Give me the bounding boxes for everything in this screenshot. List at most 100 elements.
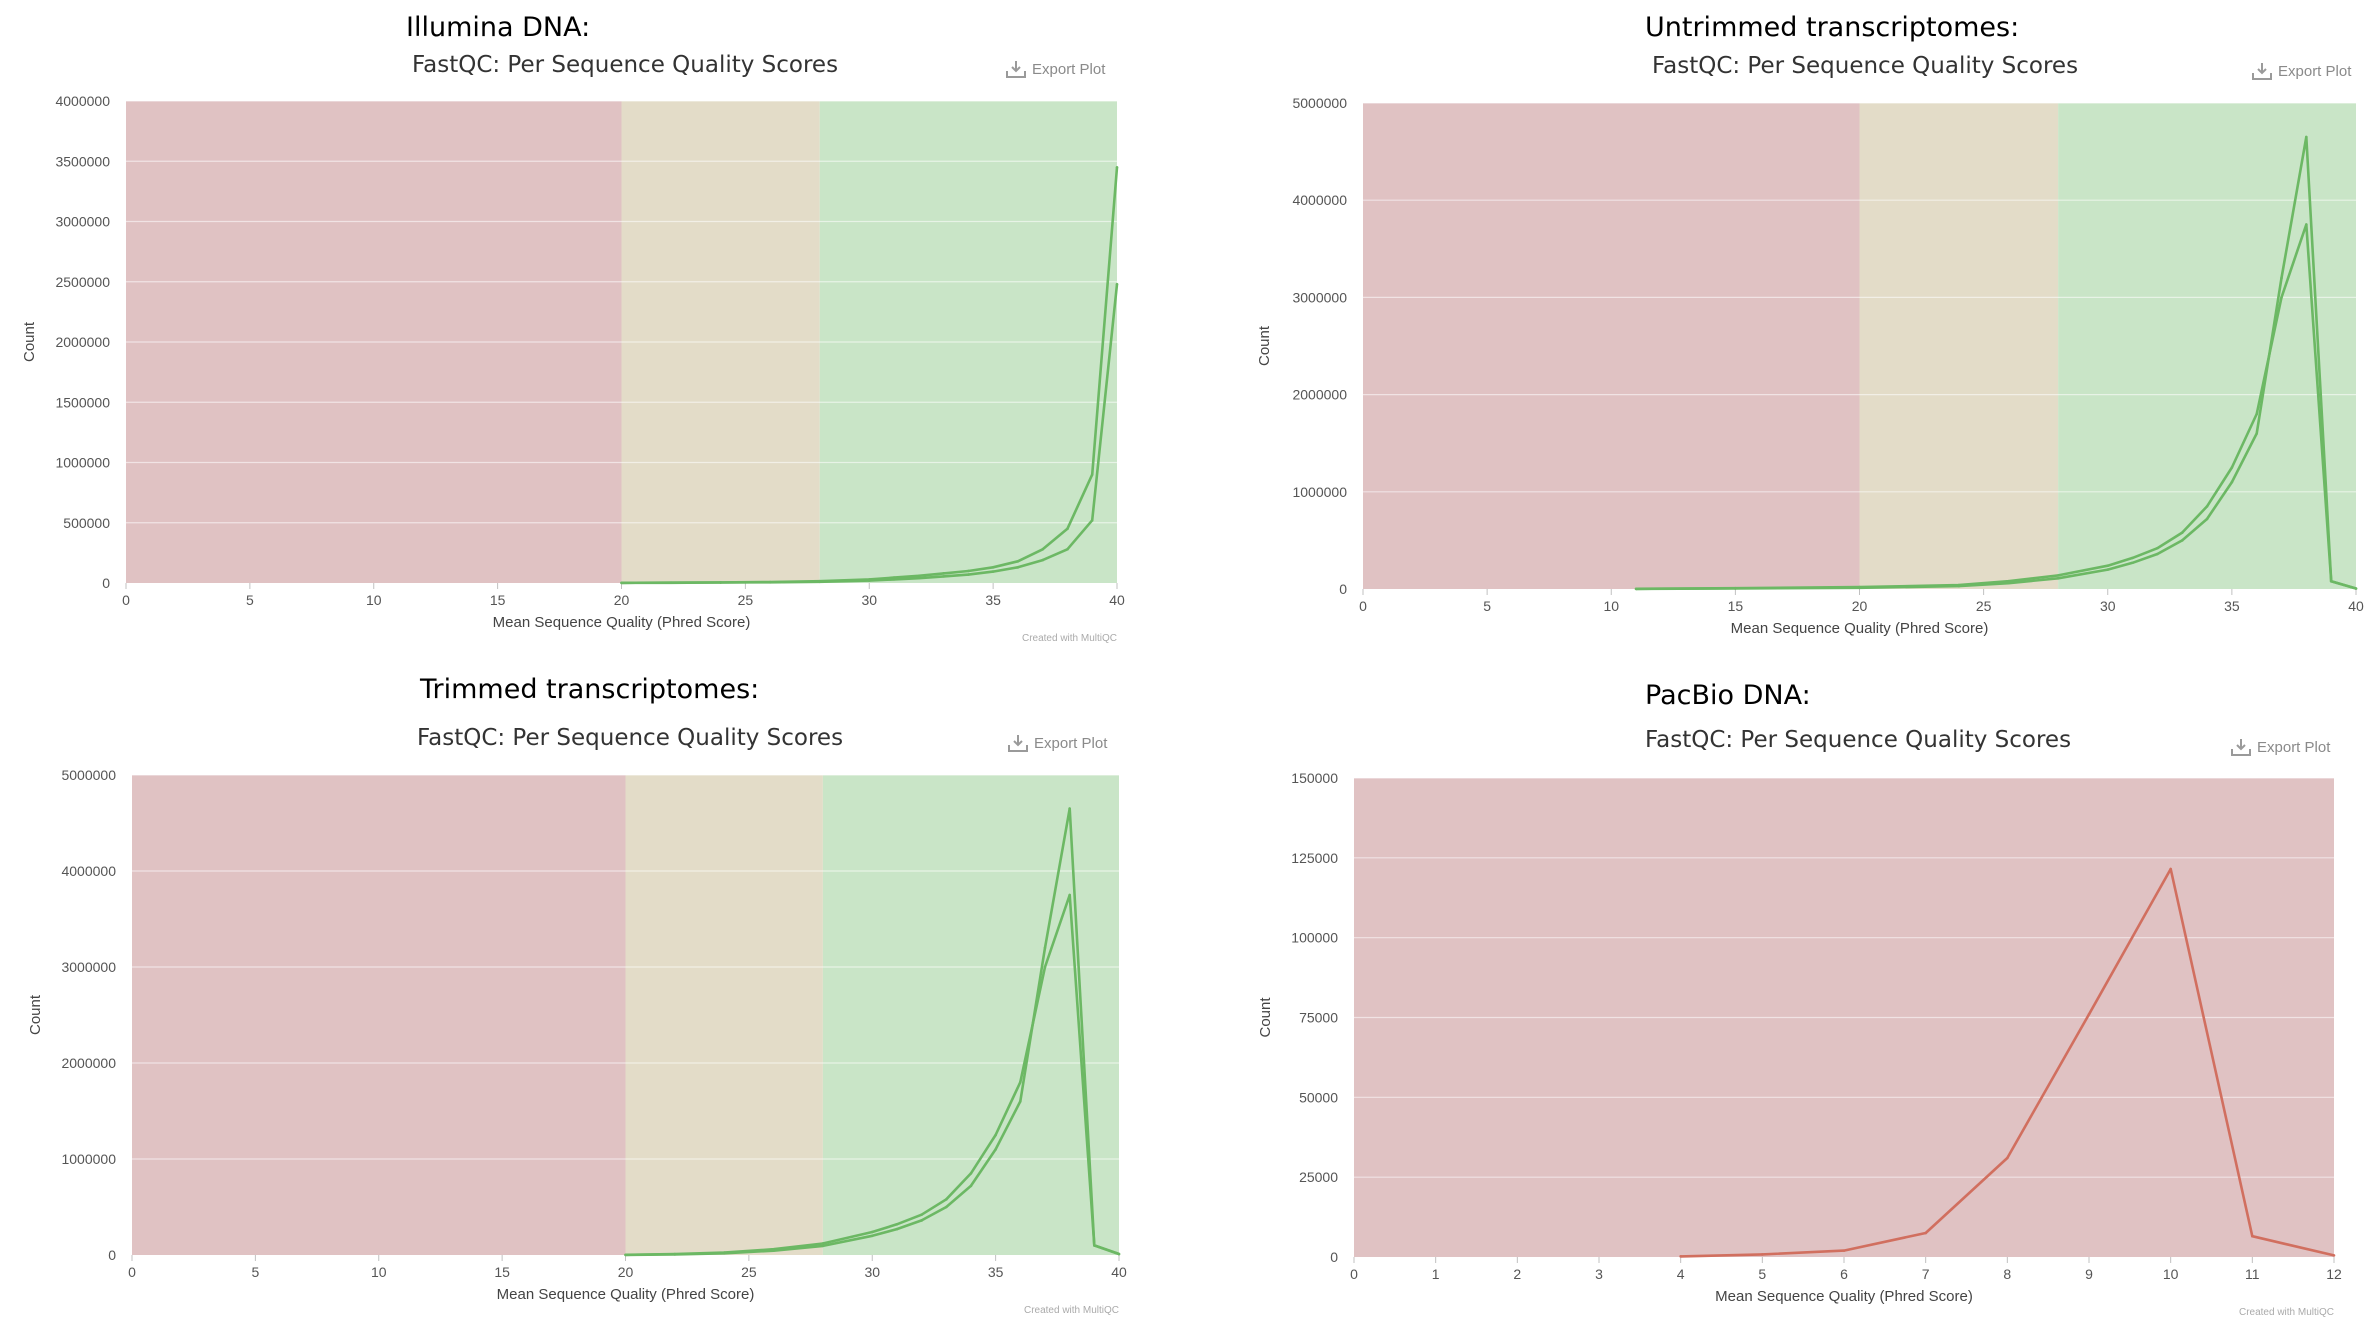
data-point bbox=[991, 570, 995, 573]
data-point bbox=[1041, 558, 1044, 562]
x-tick-label: 4 bbox=[1677, 1266, 1685, 1282]
data-point bbox=[967, 569, 970, 573]
x-tick-label: 7 bbox=[1922, 1266, 1930, 1282]
x-tick-label: 6 bbox=[1840, 1266, 1848, 1282]
y-tick-label: 50000 bbox=[1299, 1089, 1338, 1105]
export-plot-label: Export Plot bbox=[2257, 738, 2331, 756]
y-axis-label: Count bbox=[27, 994, 44, 1035]
y-axis-label: Count bbox=[1257, 997, 1274, 1038]
y-tick-label: 5000000 bbox=[61, 767, 116, 783]
credit-text: Created with MultiQC bbox=[2239, 1307, 2334, 1318]
y-tick-label: 2500000 bbox=[55, 274, 110, 290]
data-point bbox=[1634, 587, 1638, 591]
download-icon bbox=[1008, 734, 1028, 752]
data-point bbox=[870, 1234, 874, 1238]
x-tick-label: 10 bbox=[366, 592, 382, 608]
data-point bbox=[1858, 586, 1861, 590]
data-point bbox=[2354, 587, 2358, 590]
x-tick-label: 15 bbox=[490, 592, 506, 608]
data-point bbox=[1068, 807, 1071, 810]
panel-heading: PacBio DNA: bbox=[1645, 680, 1811, 711]
export-plot-button[interactable]: Export Plot bbox=[1008, 734, 1107, 752]
export-plot-button[interactable]: Export Plot bbox=[1006, 60, 1105, 78]
y-tick-label: 1000000 bbox=[1292, 484, 1347, 500]
export-plot-label: Export Plot bbox=[2278, 62, 2352, 80]
x-axis-label: Mean Sequence Quality (Phred Score) bbox=[1715, 1288, 1973, 1305]
y-tick-label: 1500000 bbox=[55, 394, 110, 410]
data-point bbox=[1016, 566, 1020, 569]
data-point bbox=[2006, 1156, 2009, 1160]
export-plot-button[interactable]: Export Plot bbox=[2231, 738, 2330, 756]
credit-text: Created with MultiQC bbox=[1022, 633, 1117, 644]
data-point bbox=[994, 1148, 997, 1151]
series-line-2 bbox=[625, 807, 1120, 1257]
y-tick-label: 2000000 bbox=[1292, 387, 1347, 403]
data-point bbox=[920, 1219, 923, 1222]
data-point bbox=[1734, 587, 1737, 590]
download-icon bbox=[2231, 738, 2251, 756]
data-point bbox=[2106, 568, 2110, 571]
x-tick-label: 12 bbox=[2326, 1266, 2342, 1282]
x-tick-label: 35 bbox=[985, 592, 1001, 608]
x-tick-label: 30 bbox=[864, 1264, 880, 1280]
panel-trimmed-transcriptomes: Trimmed transcriptomes: FastQC: Per Sequ… bbox=[0, 668, 1160, 1326]
data-point bbox=[944, 1205, 948, 1209]
data-point bbox=[2205, 505, 2209, 508]
x-tick-label: 40 bbox=[2348, 598, 2364, 614]
data-point bbox=[2332, 1254, 2336, 1257]
download-icon bbox=[1006, 60, 1026, 78]
x-tick-label: 11 bbox=[2245, 1266, 2260, 1282]
band-warn bbox=[1859, 103, 2059, 589]
data-point bbox=[944, 1198, 948, 1201]
data-point bbox=[1043, 946, 1047, 950]
data-point bbox=[1924, 1231, 1927, 1235]
data-point bbox=[2305, 223, 2308, 226]
data-point bbox=[1842, 1249, 1846, 1252]
data-point bbox=[2251, 1234, 2254, 1238]
x-tick-label: 35 bbox=[2224, 598, 2240, 614]
x-tick-label: 35 bbox=[988, 1264, 1004, 1280]
x-axis-label: Mean Sequence Quality (Phred Score) bbox=[493, 614, 751, 631]
y-tick-label: 3000000 bbox=[1292, 289, 1347, 305]
y-tick-label: 3000000 bbox=[61, 959, 116, 975]
chart-title: FastQC: Per Sequence Quality Scores bbox=[1652, 53, 2079, 79]
quality-chart: 0 1000000 2000000 3000000 4000000 5000000 0 5 10… bbox=[1256, 95, 2364, 637]
y-tick-label: 0 bbox=[1330, 1249, 1338, 1265]
chart-title: FastQC: Per Sequence Quality Scores bbox=[417, 725, 844, 751]
data-point bbox=[2329, 579, 2333, 583]
data-point bbox=[2056, 577, 2060, 580]
data-point bbox=[821, 1244, 825, 1248]
x-axis-label: Mean Sequence Quality (Phred Score) bbox=[1731, 620, 1989, 637]
y-tick-label: 0 bbox=[102, 575, 110, 591]
export-plot-button[interactable]: Export Plot bbox=[2252, 62, 2351, 80]
data-point bbox=[1115, 165, 1119, 169]
y-tick-label: 1000000 bbox=[55, 455, 110, 471]
x-tick-label: 30 bbox=[2100, 598, 2116, 614]
x-tick-label: 40 bbox=[1111, 1264, 1127, 1280]
x-tick-label: 2 bbox=[1513, 1266, 1521, 1282]
data-point bbox=[2230, 480, 2234, 484]
x-tick-label: 30 bbox=[861, 592, 877, 608]
data-point bbox=[1679, 1255, 1682, 1258]
x-tick-label: 10 bbox=[2163, 1266, 2179, 1282]
data-point bbox=[1761, 1253, 1764, 1256]
band-fail bbox=[1363, 103, 1860, 589]
data-point bbox=[2255, 412, 2258, 416]
data-point bbox=[669, 581, 673, 585]
data-point bbox=[942, 572, 945, 575]
x-axis-label: Mean Sequence Quality (Phred Score) bbox=[497, 1286, 755, 1303]
panel-untrimmed-transcriptomes: Untrimmed transcriptomes: FastQC: Per Se… bbox=[1176, 0, 2376, 650]
band-pass bbox=[822, 775, 1119, 1255]
x-tick-label: 5 bbox=[1483, 598, 1491, 614]
data-point bbox=[969, 1184, 973, 1188]
band-fail bbox=[132, 775, 626, 1255]
x-tick-label: 3 bbox=[1595, 1266, 1603, 1282]
x-tick-label: 15 bbox=[494, 1264, 510, 1280]
data-point bbox=[1019, 1100, 1022, 1103]
data-point bbox=[2205, 517, 2209, 521]
data-point bbox=[895, 1227, 899, 1231]
x-tick-label: 0 bbox=[128, 1264, 136, 1280]
x-tick-label: 0 bbox=[122, 592, 130, 608]
data-point bbox=[2255, 432, 2258, 435]
data-point bbox=[2305, 135, 2308, 139]
